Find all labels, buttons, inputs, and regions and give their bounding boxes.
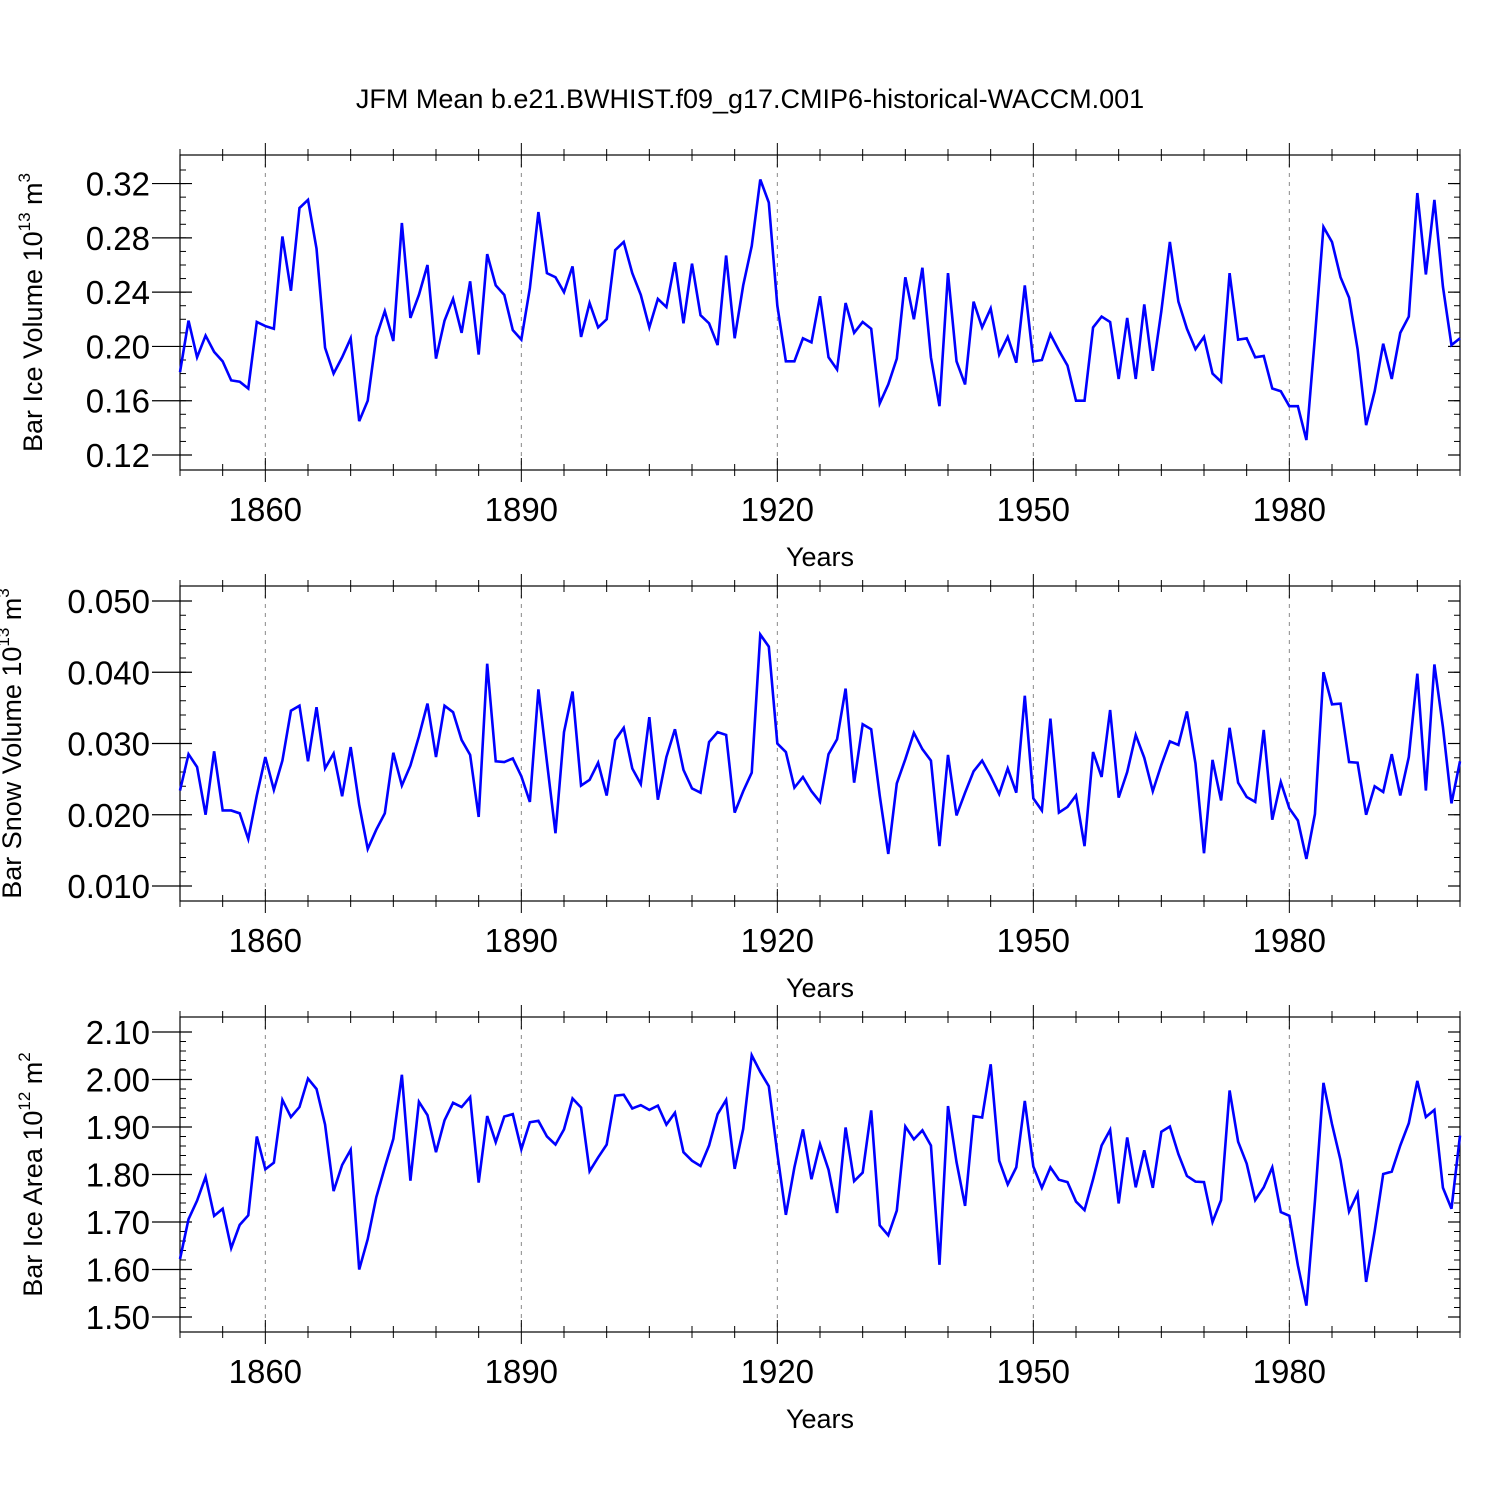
series-line-ice-area bbox=[178, 1050, 1462, 1306]
y-tick-label: 1.60 bbox=[86, 1252, 150, 1289]
y-tick-label: 0.050 bbox=[67, 583, 150, 620]
y-tick-label: 1.80 bbox=[86, 1157, 150, 1194]
y-label-unit: m bbox=[18, 182, 48, 212]
y-tick-label: 0.24 bbox=[86, 274, 150, 311]
x-tick-label: 1980 bbox=[1253, 1353, 1326, 1390]
y-axis-label: Bar Ice Area 1012 m2 bbox=[15, 1052, 48, 1297]
y-tick-label: 2.10 bbox=[86, 1014, 150, 1051]
x-tick-label: 1950 bbox=[997, 491, 1070, 528]
series-line-ice-volume bbox=[178, 179, 1461, 441]
y-tick-label: 2.00 bbox=[86, 1062, 150, 1099]
y-tick-label: 0.010 bbox=[67, 868, 150, 905]
x-axis-label: Years bbox=[786, 973, 854, 1003]
y-label-unit-exponent: 2 bbox=[15, 1052, 34, 1061]
y-label-unit-exponent: 3 bbox=[15, 173, 34, 182]
x-tick-label: 1920 bbox=[741, 1353, 814, 1390]
y-tick-label: 0.32 bbox=[86, 166, 150, 203]
y-label-text: Bar Ice Volume 10 bbox=[18, 231, 48, 452]
y-label-unit: m bbox=[18, 1062, 48, 1092]
x-tick-label: 1950 bbox=[997, 922, 1070, 959]
panel-ice-volume: 0.12 0.16 0.20 0.24 0.28 0.32 1860 1890 1920 1950… bbox=[15, 143, 1461, 572]
y-tick-label: 0.20 bbox=[86, 328, 150, 365]
series-line-snow-volume bbox=[178, 630, 1462, 860]
y-label-text: Bar Snow Volume 10 bbox=[0, 647, 27, 899]
y-label-exponent: 13 bbox=[0, 628, 13, 647]
y-label-exponent: 12 bbox=[15, 1092, 34, 1111]
y-tick-label: 0.12 bbox=[86, 437, 150, 474]
x-tick-label: 1860 bbox=[229, 922, 302, 959]
y-tick-label: 0.030 bbox=[67, 726, 150, 763]
y-tick-label: 0.28 bbox=[86, 220, 150, 257]
x-tick-label: 1860 bbox=[229, 1353, 302, 1390]
panel-snow-volume: 0.010 0.020 0.030 0.040 0.050 1860 1890 1920 195… bbox=[0, 574, 1462, 1003]
y-tick-label: 0.020 bbox=[67, 797, 150, 834]
y-label-unit: m bbox=[0, 598, 27, 628]
y-label-exponent: 13 bbox=[15, 212, 34, 231]
y-axis-label: Bar Snow Volume 1013 m3 bbox=[0, 588, 27, 899]
y-label-text: Bar Ice Area 10 bbox=[18, 1111, 48, 1297]
y-tick-label: 0.040 bbox=[67, 654, 150, 691]
x-tick-label: 1920 bbox=[741, 922, 814, 959]
y-axis-label: Bar Ice Volume 1013 m3 bbox=[15, 173, 48, 452]
x-tick-label: 1890 bbox=[485, 922, 558, 959]
x-tick-label: 1920 bbox=[741, 491, 814, 528]
x-tick-label: 1890 bbox=[485, 1353, 558, 1390]
y-tick-label: 1.90 bbox=[86, 1109, 150, 1146]
x-tick-label: 1980 bbox=[1253, 922, 1326, 959]
x-tick-label: 1860 bbox=[229, 491, 302, 528]
y-tick-label: 1.70 bbox=[86, 1204, 150, 1241]
plot-frame bbox=[179, 585, 1461, 902]
y-tick-label: 0.16 bbox=[86, 383, 150, 420]
chart-title: JFM Mean b.e21.BWHIST.f09_g17.CMIP6-hist… bbox=[356, 84, 1144, 114]
panels: 0.12 0.16 0.20 0.24 0.28 0.32 1860 1890 1920 1950… bbox=[0, 143, 1462, 1434]
x-axis-label: Years bbox=[786, 1404, 854, 1434]
y-label-unit-exponent: 3 bbox=[0, 588, 13, 597]
plot-frame bbox=[179, 154, 1461, 471]
panel-ice-area: 1.50 1.60 1.70 1.80 1.90 2.00 2.10 1860 1890 1920… bbox=[15, 1005, 1462, 1434]
x-tick-label: 1980 bbox=[1253, 491, 1326, 528]
y-tick-label: 1.50 bbox=[86, 1299, 150, 1336]
x-axis-label: Years bbox=[786, 542, 854, 572]
x-tick-label: 1950 bbox=[997, 1353, 1070, 1390]
x-tick-label: 1890 bbox=[485, 491, 558, 528]
